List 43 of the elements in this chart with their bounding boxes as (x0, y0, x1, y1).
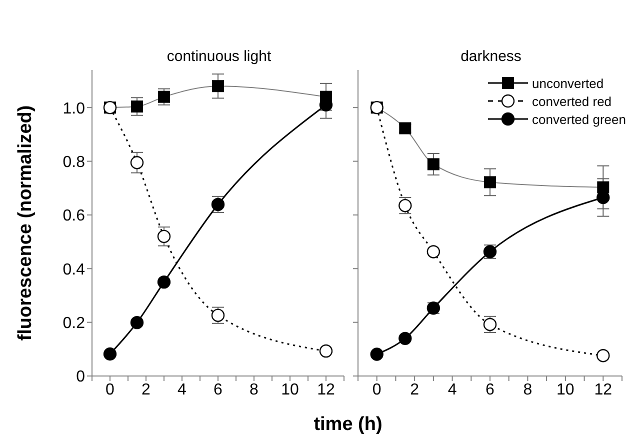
point (399, 122, 412, 134)
point (131, 100, 143, 113)
x-tick-label: 10 (556, 381, 574, 398)
legend-label: converted green (532, 112, 626, 126)
point (426, 245, 440, 258)
point (157, 275, 171, 289)
point (596, 349, 610, 362)
y-axis-title: fluorescence (normalized) (15, 105, 37, 341)
legend-label: unconverted (532, 76, 604, 90)
x-tick-label: 0 (372, 381, 382, 398)
chart-title: darkness (460, 48, 522, 67)
y-tick-label: 0.4 (62, 261, 86, 278)
x-tick-label: 4 (448, 381, 457, 398)
point (103, 347, 117, 361)
y-tick-label: 1.0 (62, 100, 86, 118)
point (157, 230, 171, 244)
y-tick-label: 0.2 (62, 314, 86, 332)
x-tick-label: 2 (142, 381, 151, 398)
y-tick-label: 0.6 (62, 208, 86, 225)
x-tick-label: 4 (178, 381, 187, 398)
point (319, 344, 333, 358)
y-tick-label: 0 (76, 368, 86, 386)
point (484, 176, 496, 188)
point (427, 158, 440, 170)
point (398, 332, 412, 346)
x-tick-label: 10 (281, 381, 299, 398)
x-axis-title: time (h) (312, 414, 384, 436)
point (130, 316, 144, 330)
legend-label: converted red (532, 94, 612, 108)
x-tick-label: 12 (317, 381, 335, 398)
x-tick-label: 6 (214, 381, 223, 398)
x-tick-label: 12 (594, 381, 612, 398)
point (158, 90, 170, 103)
chart-title: continuous light (166, 48, 272, 67)
x-tick-label: 8 (250, 381, 259, 398)
y-tick-label: 0.8 (62, 154, 86, 171)
x-tick-label: 6 (486, 381, 495, 398)
point (212, 80, 224, 92)
point (130, 156, 144, 170)
x-tick-label: 2 (410, 381, 420, 398)
point (370, 348, 384, 361)
x-tick-label: 0 (106, 381, 115, 398)
x-tick-label: 8 (523, 381, 532, 398)
